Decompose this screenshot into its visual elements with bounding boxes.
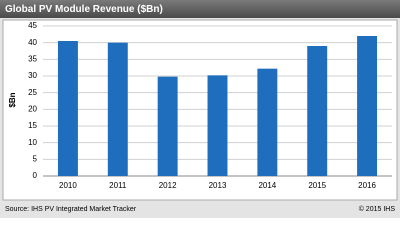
copyright-note: © 2015 IHS <box>359 205 396 213</box>
bar <box>207 75 228 176</box>
y-tick-label: 15 <box>28 121 37 130</box>
x-tick-label: 2010 <box>59 181 77 190</box>
source-note: Source: IHS PV Integrated Market Tracker <box>5 206 137 213</box>
header-bar <box>0 0 400 18</box>
x-tick-label: 2013 <box>209 181 227 190</box>
y-axis-label: $Bn <box>8 92 17 107</box>
y-tick-label: 45 <box>28 21 37 30</box>
x-tick-label: 2015 <box>308 181 326 190</box>
x-tick-label: 2014 <box>258 181 276 190</box>
y-tick-label: 20 <box>28 104 37 113</box>
bar <box>157 76 178 176</box>
y-tick-label: 40 <box>28 38 37 47</box>
bar <box>307 46 328 176</box>
bar <box>107 42 128 176</box>
y-tick-label: 30 <box>28 71 37 80</box>
y-tick-label: 35 <box>28 54 37 63</box>
y-tick-label: 0 <box>33 171 38 180</box>
chart: Global PV Module Revenue ($Bn) $Bn Sourc… <box>0 0 400 218</box>
bar <box>57 41 78 176</box>
bar <box>257 68 278 176</box>
y-tick-label: 10 <box>28 138 37 147</box>
x-tick-label: 2016 <box>358 181 376 190</box>
bar <box>357 36 378 176</box>
x-tick-label: 2012 <box>159 181 177 190</box>
y-tick-label: 25 <box>28 88 37 97</box>
chart-title: Global PV Module Revenue ($Bn) <box>5 4 163 15</box>
y-tick-label: 5 <box>33 154 38 163</box>
x-tick-label: 2011 <box>109 181 127 190</box>
